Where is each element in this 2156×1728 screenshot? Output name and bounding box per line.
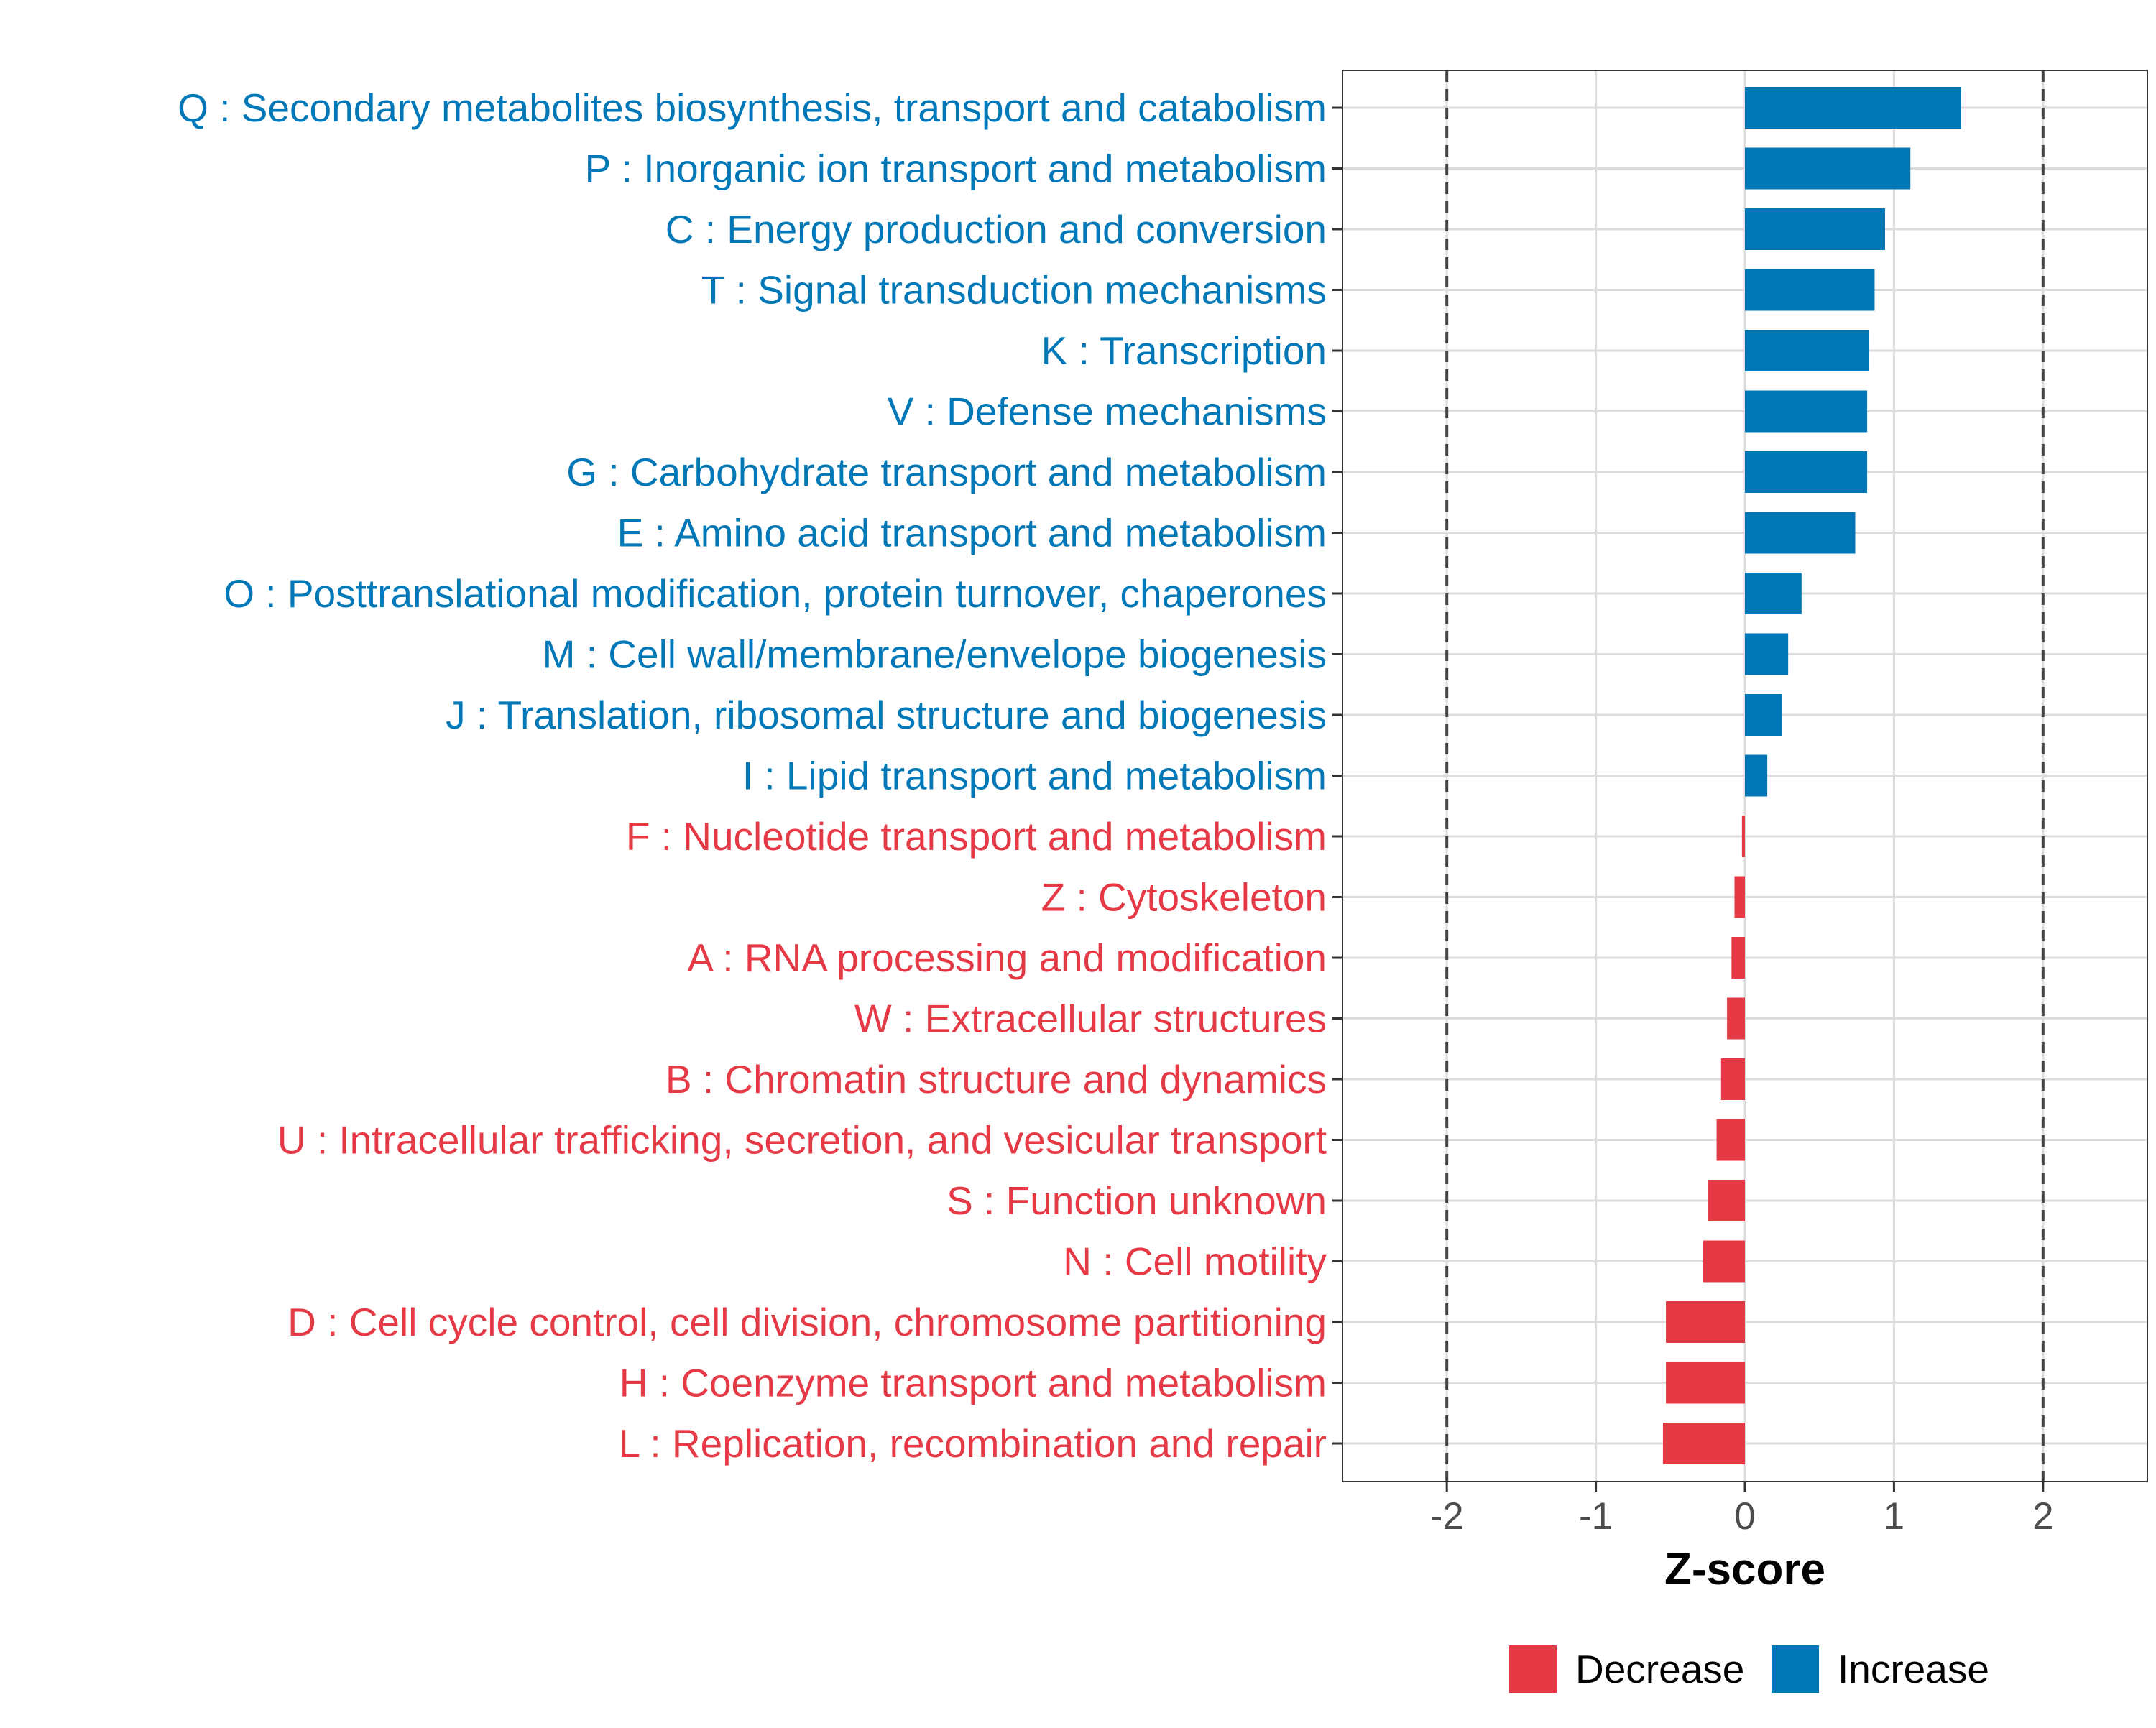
legend-label: Decrease (1575, 1647, 1744, 1691)
y-tick-label: L : Replication, recombination and repai… (619, 1421, 1327, 1466)
bar (1727, 997, 1745, 1040)
legend-swatch (1772, 1645, 1819, 1693)
y-tick-label: B : Chromatin structure and dynamics (665, 1057, 1327, 1101)
y-tick-label: H : Coenzyme transport and metabolism (619, 1361, 1327, 1405)
bar (1745, 147, 1911, 190)
bar (1745, 694, 1782, 736)
x-tick-label: -2 (1430, 1495, 1464, 1538)
x-tick-label: 1 (1884, 1495, 1904, 1538)
bar (1745, 451, 1868, 493)
bar (1716, 1119, 1745, 1161)
x-axis-ticks (1445, 1482, 2045, 1492)
bar (1745, 330, 1869, 371)
y-tick-label: D : Cell cycle control, cell division, c… (287, 1300, 1327, 1344)
legend-label: Increase (1838, 1647, 1989, 1691)
y-tick-label: F : Nucleotide transport and metabolism (626, 814, 1327, 859)
legend-swatch (1509, 1645, 1557, 1693)
bar (1666, 1301, 1745, 1343)
y-tick-label: U : Intracellular trafficking, secretion… (277, 1118, 1327, 1163)
y-tick-label: K : Transcription (1041, 328, 1327, 373)
bars (1662, 87, 1961, 1464)
bar (1708, 1180, 1745, 1221)
bar (1741, 816, 1745, 857)
bar (1720, 1058, 1745, 1100)
y-tick-label: J : Translation, ribosomal structure and… (446, 693, 1327, 737)
y-tick-label: T : Signal transduction mechanisms (701, 268, 1327, 313)
bar (1734, 876, 1745, 918)
bar (1745, 754, 1768, 797)
bar (1745, 573, 1802, 614)
x-tick-label: 2 (2032, 1495, 2053, 1538)
bar (1666, 1362, 1745, 1404)
y-tick-label: W : Extracellular structures (854, 997, 1327, 1041)
bar (1745, 390, 1868, 433)
reference-lines (1445, 70, 2045, 1482)
y-tick-label: O : Posttranslational modification, prot… (224, 571, 1327, 616)
bar (1745, 208, 1885, 250)
y-tick-label: S : Function unknown (946, 1178, 1327, 1223)
y-tick-label: I : Lipid transport and metabolism (742, 754, 1327, 798)
x-axis-tick-labels: -2 -1 0 1 2 (1430, 1495, 2054, 1538)
bar (1745, 512, 1856, 554)
y-tick-label: Z : Cytoskeleton (1041, 875, 1327, 920)
legend: Decrease Increase (1509, 1645, 1989, 1693)
x-tick-label: -1 (1579, 1495, 1613, 1538)
x-axis-title: Z-score (1664, 1545, 1825, 1594)
y-tick-label: Q : Secondary metabolites biosynthesis, … (178, 86, 1327, 130)
y-tick-label: N : Cell motility (1063, 1239, 1327, 1284)
y-tick-label: P : Inorganic ion transport and metaboli… (585, 147, 1327, 191)
y-tick-label: E : Amino acid transport and metabolism (617, 511, 1327, 555)
bar (1745, 633, 1789, 675)
y-tick-label: G : Carbohydrate transport and metabolis… (566, 450, 1327, 494)
bar (1662, 1423, 1745, 1464)
bar (1731, 937, 1745, 979)
y-tick-label: C : Energy production and conversion (665, 207, 1327, 251)
bar (1703, 1240, 1745, 1283)
y-tick-label: A : RNA processing and modification (687, 935, 1327, 980)
x-tick-label: 0 (1734, 1495, 1755, 1538)
y-tick-label: V : Defense mechanisms (888, 389, 1327, 434)
y-tick-label: M : Cell wall/membrane/envelope biogenes… (543, 632, 1327, 677)
bar (1745, 87, 1961, 129)
bar (1745, 269, 1875, 311)
y-axis-labels: Q : Secondary metabolites biosynthesis, … (178, 86, 1327, 1466)
y-axis-ticks (1332, 106, 1342, 1445)
